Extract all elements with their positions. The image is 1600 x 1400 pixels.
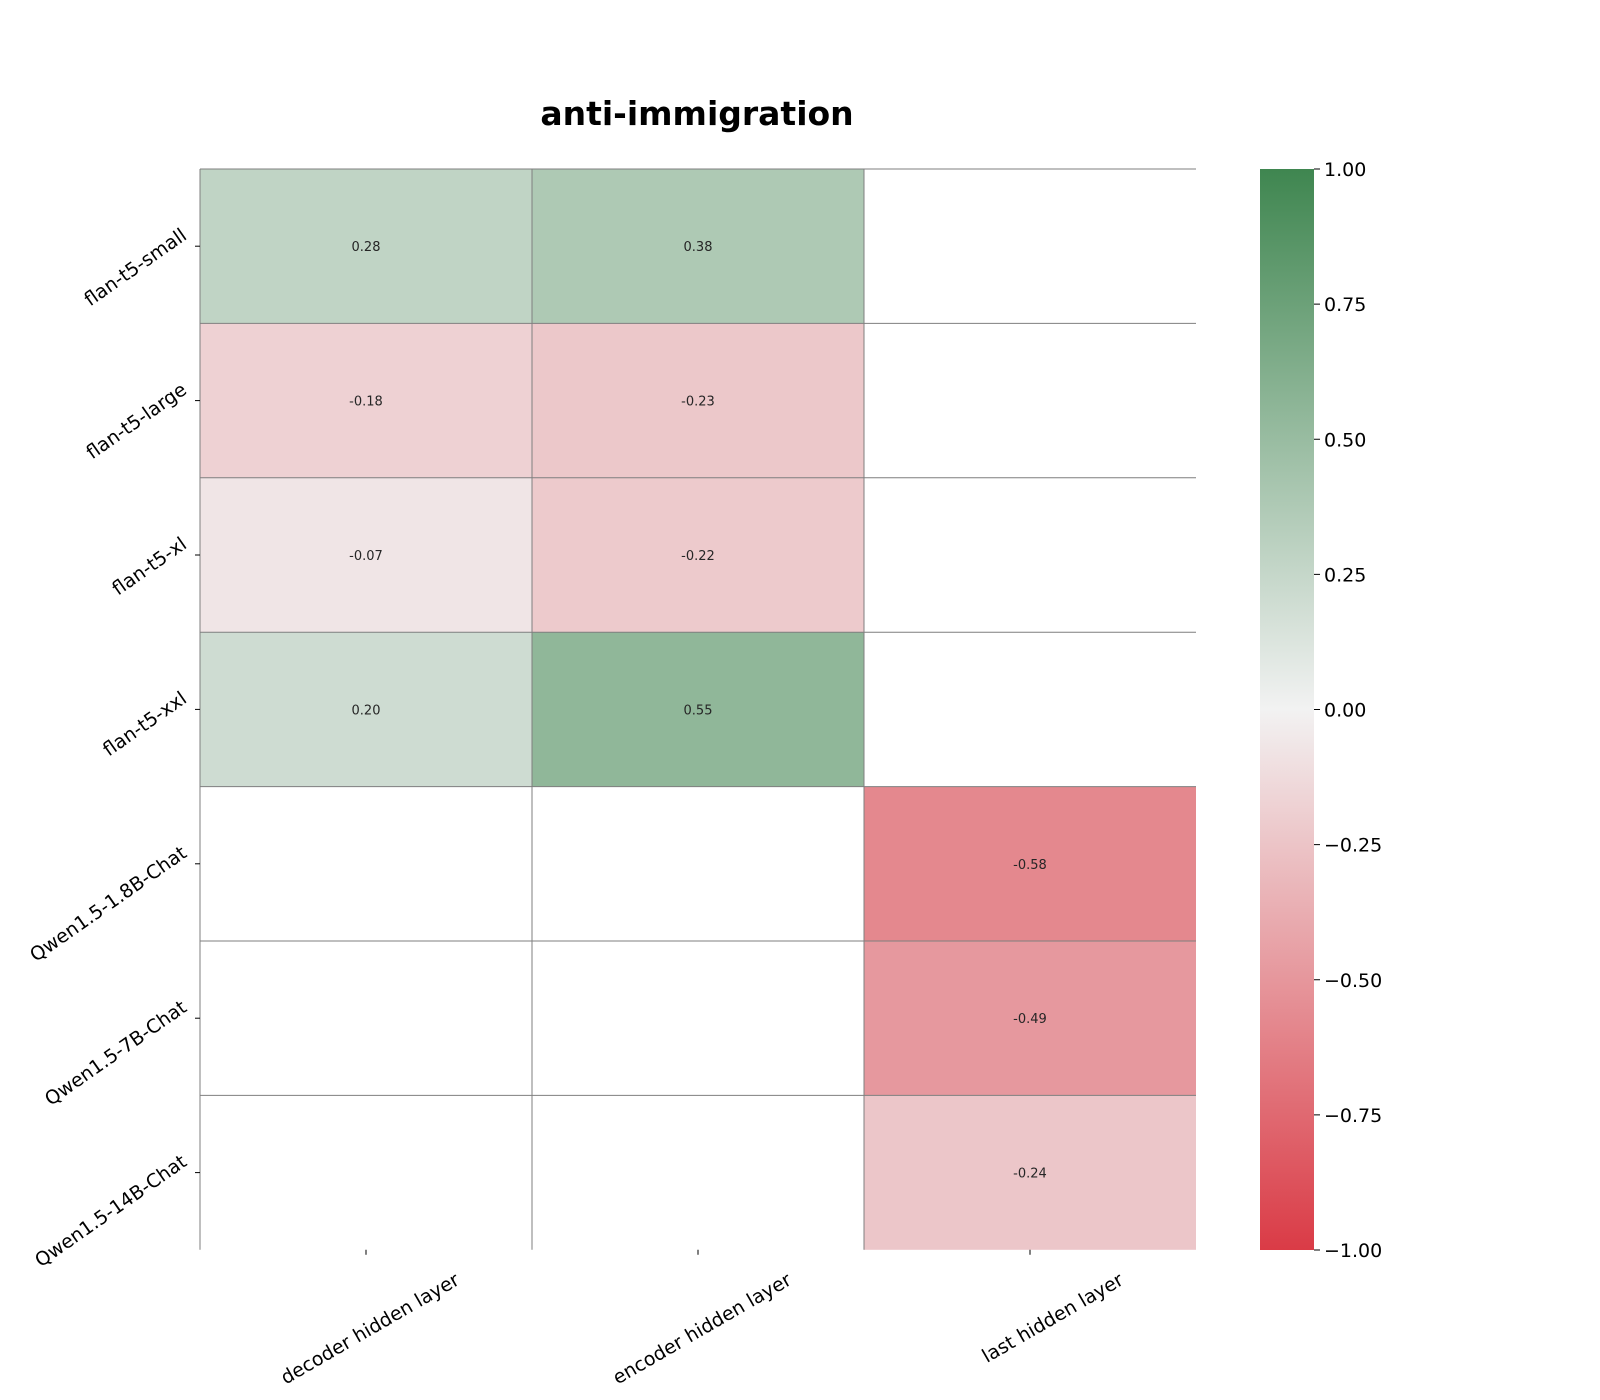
y-tick-label-6: Qwen1.5-14B-Chat	[31, 1151, 191, 1272]
y-tick-label-2: flan-t5-xl	[108, 533, 191, 600]
y-tick-label-3: flan-t5-xxl	[99, 687, 191, 760]
heatmap-gridlines	[199, 168, 1196, 1250]
cell-value-label-5-2: -0.49	[1013, 1012, 1047, 1027]
x-tick-label-0: decoder hidden layer	[277, 1269, 463, 1389]
heatmap-cell-0-1	[532, 169, 864, 324]
cell-value-label-3-0: 0.20	[352, 703, 381, 718]
colorbar: 1.00 0.75 0.50 0.25 0.00 −0.25 −0.50 −0.75 −1.00	[1260, 159, 1382, 1262]
colorbar-tick-label-4: 0.00	[1324, 700, 1366, 722]
colorbar-tick-label-5: −0.25	[1324, 835, 1382, 857]
heatmap-cell-4-2	[864, 786, 1196, 941]
heatmap-cell-6-2	[864, 1095, 1196, 1250]
x-tick-label-1: encoder hidden layer	[609, 1269, 795, 1389]
colorbar-gradient	[1260, 169, 1314, 1250]
heatmap-cell-3-1	[532, 632, 864, 787]
heatmap-cell-2-1	[532, 477, 864, 633]
heatmap-cell-3-0	[200, 632, 532, 787]
heatmap-cell-1-1	[532, 323, 864, 478]
cell-value-label-2-0: -0.07	[349, 549, 383, 564]
y-axis: flan-t5-small flan-t5-large flan-t5-xl flan…	[26, 224, 200, 1272]
colorbar-tick-label-7: −0.75	[1324, 1105, 1382, 1127]
cell-value-label-6-2: -0.24	[1013, 1167, 1047, 1182]
cell-value-label-3-1: 0.55	[684, 703, 713, 718]
heatmap-cells: 0.28 0.38 -0.18 -0.23 -0.07 -0.22 0.20 0.55 -0.5…	[200, 169, 1196, 1250]
cell-value-label-4-2: -0.58	[1013, 858, 1047, 873]
colorbar-tick-label-0: 1.00	[1324, 159, 1366, 181]
heatmap-cell-2-0	[200, 477, 532, 633]
x-axis: decoder hidden layer encoder hidden layer…	[277, 1249, 1127, 1389]
y-tick-label-4: Qwen1.5-1.8B-Chat	[26, 842, 191, 967]
y-tick-label-1: flan-t5-large	[82, 379, 191, 464]
colorbar-tick-label-8: −1.00	[1324, 1240, 1382, 1262]
cell-value-label-1-0: -0.18	[349, 395, 383, 410]
heatmap-cell-1-0	[200, 323, 532, 478]
cell-value-label-0-0: 0.28	[352, 240, 381, 255]
colorbar-tick-label-2: 0.50	[1324, 429, 1366, 451]
cell-value-label-2-1: -0.22	[681, 549, 715, 564]
x-tick-label-2: last hidden layer	[978, 1269, 1127, 1368]
chart-title: anti-immigration	[540, 94, 853, 133]
cell-value-label-0-1: 0.38	[684, 240, 713, 255]
colorbar-tick-label-1: 0.75	[1324, 294, 1366, 316]
colorbar-tick-label-3: 0.25	[1324, 564, 1366, 586]
cell-value-label-1-1: -0.23	[681, 395, 715, 410]
heatmap-cell-5-2	[864, 941, 1196, 1096]
y-tick-label-5: Qwen1.5-7B-Chat	[41, 996, 191, 1110]
colorbar-tick-label-6: −0.50	[1324, 970, 1382, 992]
y-tick-label-0: flan-t5-small	[80, 224, 191, 311]
heatmap-cell-0-0	[200, 169, 532, 324]
